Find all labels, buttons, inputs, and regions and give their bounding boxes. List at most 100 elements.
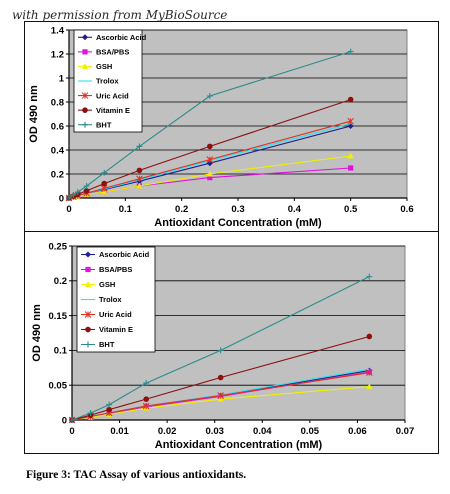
data-point: [207, 143, 213, 150]
x-tick-label: 0.2: [175, 204, 188, 215]
data-point: [347, 48, 354, 55]
legend-swatch-marker: [81, 92, 89, 99]
data-point: [142, 402, 150, 410]
legend-swatch-marker: [84, 311, 92, 318]
data-point: [366, 273, 373, 280]
y-tick-label: 0.25: [49, 241, 68, 252]
y-tick-label: 0.6: [51, 121, 64, 132]
data-point: [347, 117, 355, 125]
y-tick-label: 1: [59, 73, 65, 84]
legend-swatch-marker: [84, 281, 92, 287]
y-tick-label: 0.8: [51, 97, 64, 108]
y-tick-label: 0: [62, 415, 67, 426]
x-tick-label: 0.1: [119, 204, 133, 215]
data-point: [66, 195, 72, 201]
x-tick-label: 0.05: [301, 426, 320, 437]
data-point: [347, 96, 354, 103]
x-tick-label: 0.5: [344, 204, 358, 215]
figure-caption: Figure 3: TAC Assay of various antioxida…: [26, 469, 247, 481]
legend-label: GSH: [99, 280, 115, 289]
legend-swatch-marker: [85, 341, 91, 348]
data-point: [136, 182, 143, 189]
y-tick-label: 0.15: [49, 311, 68, 322]
data-point: [136, 167, 143, 174]
data-point: [136, 143, 143, 150]
y-axis-title: OD 490 nm: [31, 304, 43, 362]
data-point: [136, 175, 143, 183]
legend-swatch-marker: [81, 63, 89, 69]
x-tick-label: 0.03: [205, 426, 224, 437]
data-point: [106, 406, 112, 413]
x-tick-label: 0: [66, 204, 71, 215]
legend-label: Ascorbic Acid: [99, 250, 150, 259]
y-tick-label: 0.2: [54, 276, 67, 287]
data-point: [143, 396, 150, 402]
x-tick-label: 0.06: [348, 426, 367, 437]
x-tick-label: 0.3: [231, 204, 244, 215]
data-point: [83, 183, 90, 189]
panel-divider: [24, 231, 439, 232]
legend-label: Trolox: [96, 77, 119, 86]
legend-swatch-marker: [85, 251, 91, 258]
data-point: [206, 93, 213, 99]
x-tick-label: 0.02: [158, 426, 177, 437]
series-7: [66, 48, 354, 201]
data-point: [366, 333, 373, 340]
data-point: [366, 383, 373, 390]
data-point: [69, 417, 75, 423]
x-tick-label: 0.01: [110, 426, 129, 437]
series-line: [71, 276, 370, 421]
x-tick-label: 0.07: [396, 426, 415, 437]
data-point: [365, 369, 373, 377]
series-line: [71, 335, 370, 421]
y-tick-label: 0.4: [51, 145, 65, 156]
data-point: [70, 192, 77, 198]
y-tick-label: 1.2: [51, 49, 64, 60]
data-point: [348, 165, 354, 171]
data-point: [217, 347, 224, 354]
data-point: [83, 188, 90, 194]
x-tick-label: 0.04: [253, 426, 272, 437]
legend-label: Uric Acid: [99, 310, 132, 319]
y-tick-label: 0.05: [49, 381, 68, 392]
chart-1: 0 0.2 0.4 0.6 0.8 1 1.2 1.4 0 0.1 0.2 0.3 0.4 0.5 0.6 A…: [28, 25, 414, 229]
data-point: [207, 175, 213, 181]
legend: Ascorbic Acid BSA/PBS GSH Trolox Uric Acid Vi…: [76, 246, 156, 353]
data-point: [101, 188, 108, 195]
data-point: [101, 169, 108, 176]
y-tick-label: 1.4: [51, 25, 65, 36]
y-tick-label: 0.1: [54, 346, 68, 357]
legend-label: Uric Acid: [96, 91, 129, 100]
legend-label: Vitamin E: [99, 325, 133, 334]
y-tick-label: 0: [59, 193, 64, 204]
y-tick-label: 0.2: [51, 169, 64, 180]
legend: Ascorbic Acid BSA/PBS GSH Trolox Uric Acid Vi…: [73, 29, 147, 133]
legend-label: Vitamin E: [96, 106, 130, 115]
legend-swatch-marker: [85, 326, 91, 333]
legend-swatch-marker: [82, 121, 88, 128]
legend-label: BSA/PBS: [99, 265, 132, 274]
legend-label: Ascorbic Acid: [96, 33, 147, 42]
legend-label: BSA/PBS: [96, 48, 129, 57]
x-tick-label: 0: [69, 426, 74, 437]
data-point: [217, 392, 225, 399]
y-axis-title: OD 490 nm: [28, 85, 40, 143]
legend-label: Trolox: [99, 295, 122, 304]
data-point: [206, 156, 214, 163]
x-tick-label: 0.6: [400, 204, 413, 215]
data-point: [143, 380, 150, 387]
data-point: [206, 170, 214, 177]
x-axis-title: Antioxidant Concentration (mM): [155, 439, 323, 451]
legend-swatch-marker: [82, 107, 88, 113]
data-point: [347, 152, 354, 159]
data-point: [101, 180, 108, 187]
data-point: [217, 395, 224, 402]
data-point: [74, 189, 81, 195]
data-point: [87, 410, 94, 417]
watermark: with permission from MyBioSource: [12, 8, 228, 22]
data-point: [106, 401, 113, 408]
legend-label: BHT: [96, 120, 112, 129]
legend-label: GSH: [96, 62, 112, 71]
